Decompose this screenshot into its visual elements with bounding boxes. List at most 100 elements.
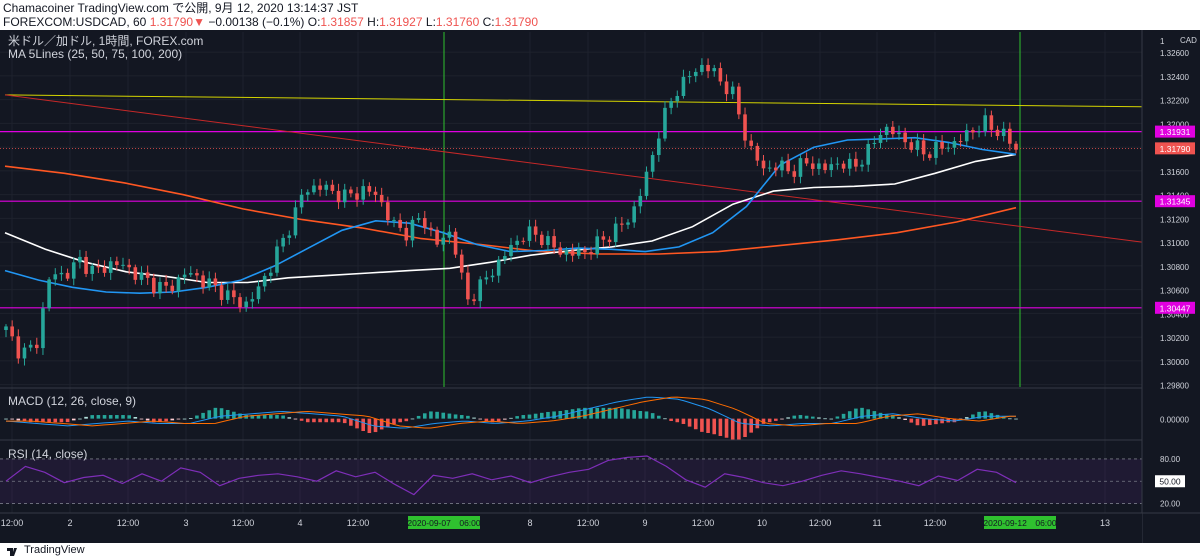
macd-histogram-bar (632, 410, 636, 419)
chart-canvas[interactable]: 1.326001.324001.322001.320001.318001.316… (0, 30, 1200, 543)
grid (0, 32, 1142, 513)
candle-body (638, 195, 643, 207)
candle-body (533, 226, 538, 235)
candle-body (743, 114, 747, 141)
macd-histogram-bar (416, 415, 421, 419)
badge-last-price: 1.31790 (1160, 144, 1191, 154)
badge-last-price-bg (1155, 142, 1195, 155)
macd-histogram-bar (47, 418, 51, 423)
candle-body (176, 277, 181, 292)
time-tick-label: 2 (67, 518, 72, 528)
macd-histogram-bar (767, 418, 772, 423)
candle-body (847, 158, 852, 169)
candle-body (712, 68, 717, 72)
price-tick-label: 1.31600 (1160, 168, 1189, 177)
macd-histogram-bar (650, 413, 655, 419)
publish-date: 9月 12, 2020 13:14:37 JST (214, 1, 359, 15)
candle-body (964, 130, 969, 142)
high-value: 1.31927 (379, 15, 423, 29)
macd-histogram-bar (355, 418, 359, 429)
candle-body (983, 115, 988, 132)
publisher-text: Chamacoiner TradingView.com で公開, (3, 1, 215, 15)
candle-body (860, 164, 864, 167)
candle-body (718, 68, 723, 82)
candle-body (422, 218, 427, 228)
macd-histogram-bar (127, 415, 131, 419)
price-tick-label: 1.32200 (1160, 97, 1189, 106)
trendline-yellow (4, 94, 1143, 108)
candle-body (897, 132, 901, 135)
macd-histogram-bar (176, 418, 181, 420)
macd-histogram-bar (170, 418, 175, 421)
candle-body (804, 158, 809, 164)
macd-histogram-bar (712, 418, 717, 435)
candle-body (133, 267, 138, 280)
candle-body (398, 219, 402, 228)
macd-histogram-bar (312, 418, 316, 423)
time-tick-label: 12:00 (577, 518, 600, 528)
price-badges: 1.31931 1.31790 1.31345 1.30447 50.00 (1155, 125, 1195, 488)
candle-body (515, 240, 519, 245)
candle-body (509, 244, 513, 257)
candle-body (170, 285, 175, 292)
macd-histogram-bar (478, 418, 483, 420)
candle-body (164, 281, 168, 286)
candle-body (601, 236, 606, 240)
macd-histogram-bar (552, 411, 556, 419)
macd-histogram-bar (607, 407, 612, 419)
macd-histogram-bar (804, 415, 809, 419)
time-scale[interactable] (0, 513, 1142, 543)
macd-histogram-bar (527, 414, 532, 419)
macd-histogram-bar (817, 417, 821, 419)
candle-body (65, 272, 70, 279)
candle-body (102, 267, 107, 273)
macd-histogram-bar (287, 417, 292, 419)
candle-body (490, 275, 495, 278)
macd-histogram-bar (379, 418, 384, 430)
candle-body (361, 186, 365, 200)
macd-histogram-bar (225, 409, 230, 419)
macd-histogram-bar (10, 418, 14, 420)
candle-body (386, 202, 390, 221)
badge-resistance-2: 1.31345 (1160, 197, 1191, 207)
candle-body (318, 185, 322, 190)
candle-body (841, 163, 846, 169)
price-scale[interactable] (1142, 30, 1200, 543)
candle-body (269, 272, 273, 276)
candle-body (336, 190, 341, 203)
candle-body (47, 279, 51, 309)
candle-body (934, 142, 938, 158)
macd-histogram-bar (570, 409, 575, 419)
candle-body (878, 135, 883, 143)
time-highlight-left: 2020-09-07 06:00 (407, 518, 481, 528)
macd-histogram-bar (940, 418, 944, 424)
macd-histogram-bar (367, 418, 372, 434)
macd-histogram-bar (213, 407, 218, 419)
macd-histogram-bar (65, 418, 70, 423)
candle-body (570, 250, 575, 256)
macd-histogram-bar (305, 418, 310, 423)
macd-histogram-bar (613, 407, 618, 419)
candle-body (527, 226, 532, 241)
macd-histogram-bar (201, 412, 205, 419)
candle-body (71, 262, 76, 279)
candle-body (453, 231, 458, 255)
macd-histogram-bar (28, 418, 33, 423)
macd-histogram-bar (349, 418, 353, 426)
candle-body (299, 194, 304, 208)
rsi-tick-label: 20.00 (1160, 500, 1181, 509)
macd-histogram-bar (275, 415, 279, 419)
candle-body (884, 126, 889, 136)
candle-body (774, 167, 778, 171)
candle-body (644, 171, 649, 196)
candle-body (903, 132, 907, 143)
price-tick-label: 1.30000 (1160, 358, 1189, 367)
candle-body (613, 223, 618, 242)
candle-body (792, 171, 797, 177)
macd-histogram-bar (392, 418, 396, 425)
instrument-legend: 米ドル／加ドル, 1時間, FOREX.com (8, 34, 203, 48)
candle-body (823, 163, 827, 171)
candle-body (595, 236, 600, 255)
ma-legend: MA 5Lines (25, 50, 75, 100, 200) (8, 47, 182, 61)
